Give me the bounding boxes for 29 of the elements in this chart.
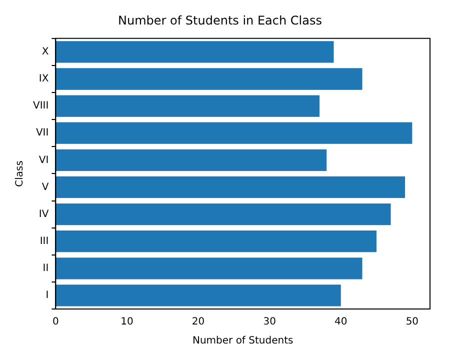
y-tick-label: III xyxy=(40,236,49,247)
y-tick-label: II xyxy=(42,263,49,274)
y-tick-label: VII xyxy=(36,128,49,139)
bar xyxy=(56,258,362,280)
bar xyxy=(56,41,334,63)
x-tick-label: 50 xyxy=(406,316,419,328)
bar xyxy=(56,284,341,306)
bar xyxy=(56,68,362,90)
x-tick-label: 40 xyxy=(334,316,348,328)
y-tick-label: X xyxy=(42,46,49,58)
chart-title: Number of Students in Each Class xyxy=(118,13,322,28)
x-tick-label: 20 xyxy=(192,316,205,328)
bar xyxy=(56,122,412,144)
y-axis-title: Class xyxy=(14,160,26,187)
y-tick-label: VIII xyxy=(32,100,49,112)
bar xyxy=(56,230,377,252)
bar xyxy=(56,95,320,117)
x-tick-label: 0 xyxy=(52,316,59,328)
x-tick-label: 30 xyxy=(263,316,276,328)
x-axis-title: Number of Students xyxy=(192,336,294,347)
y-tick-label: IV xyxy=(38,208,49,220)
y-tick-label: VI xyxy=(38,154,49,166)
bar xyxy=(56,176,406,198)
bar xyxy=(56,149,327,171)
bar xyxy=(56,203,391,226)
y-tick-label: I xyxy=(46,290,49,302)
y-tick-label: V xyxy=(42,182,49,193)
x-tick-label: 10 xyxy=(120,316,134,328)
y-tick-label: IX xyxy=(38,74,49,85)
